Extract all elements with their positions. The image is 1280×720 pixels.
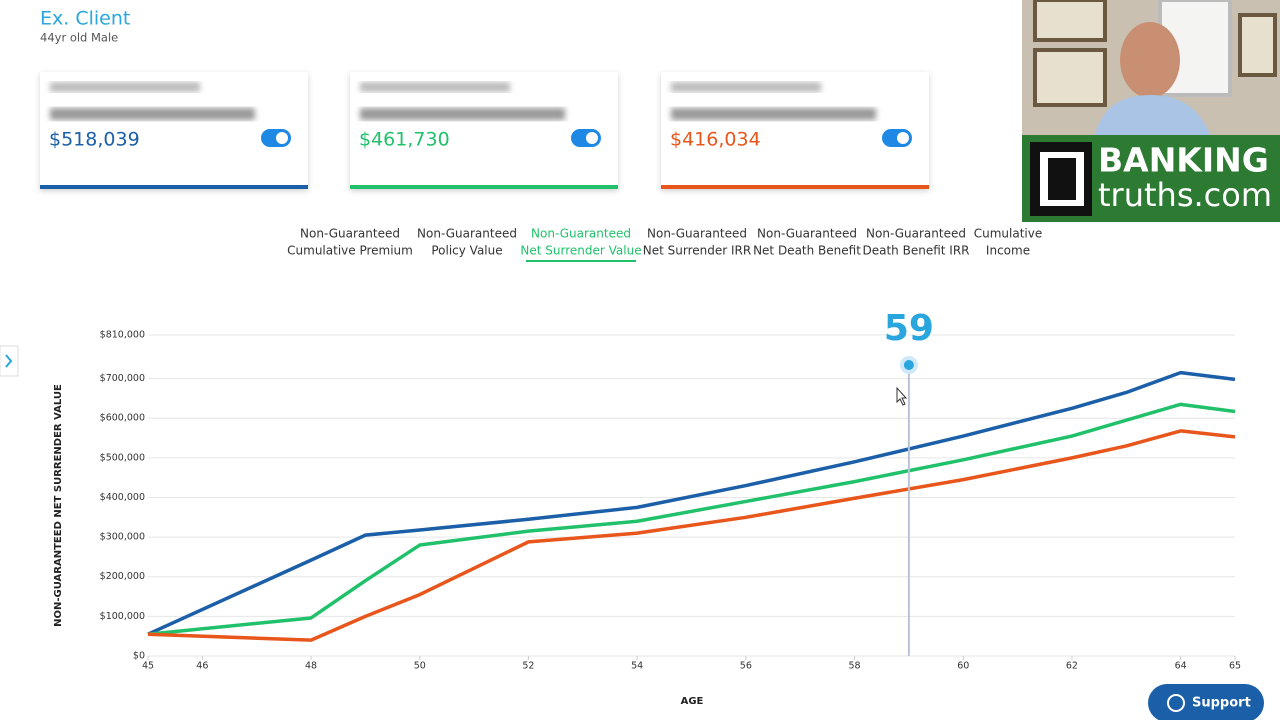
series-line	[147, 429, 1236, 642]
x-tick-label: 46	[196, 661, 208, 672]
y-tick-label: $600,000	[100, 413, 145, 424]
tab-label: Cumulative Premium	[287, 244, 413, 258]
tab-label: Non-Guaranteed	[300, 227, 400, 241]
support-label: Support	[1192, 696, 1251, 711]
tab-label: Death Benefit IRR	[863, 244, 970, 258]
brand-line2: truths.com	[1098, 176, 1272, 214]
card-value: $416,034	[670, 129, 761, 151]
toggle-knob	[586, 132, 598, 144]
hover-dot	[903, 360, 914, 370]
shirt	[1095, 95, 1210, 135]
tab-label: Non-Guaranteed	[417, 227, 517, 241]
tab-label: Net Death Benefit	[753, 244, 861, 258]
y-tick-label: $400,000	[100, 492, 145, 503]
y-tick-label: $200,000	[100, 571, 145, 582]
tab-label: Cumulative	[974, 227, 1043, 241]
side-arrow	[5, 354, 13, 368]
toggle-knob	[276, 132, 288, 144]
card-blur-line	[671, 108, 876, 120]
frame	[1033, 0, 1107, 42]
card-blur-line	[360, 82, 510, 92]
y-axis-label: NON-GUARANTEED NET SURRENDER VALUE	[53, 384, 64, 627]
card-underline	[661, 185, 929, 189]
tab-label: Income	[986, 244, 1030, 258]
tab-label: Non-Guaranteed	[757, 227, 857, 241]
y-tick-label: $500,000	[100, 452, 145, 463]
tab-label: Net Surrender IRR	[643, 244, 751, 258]
card-blur-line	[50, 82, 200, 92]
x-tick-label: 52	[522, 661, 534, 672]
y-tick-label: $0	[133, 651, 145, 662]
series-line	[147, 402, 1236, 636]
card-blur-line	[50, 108, 255, 120]
frame	[1238, 13, 1277, 77]
x-axis-label: AGE	[681, 696, 704, 707]
x-tick-label: 64	[1175, 661, 1187, 672]
tab-label: Non-Guaranteed	[531, 227, 631, 241]
card-underline	[40, 185, 308, 189]
tab-label: Non-Guaranteed	[647, 227, 747, 241]
hover-label: 59	[884, 308, 934, 349]
safe-inner	[1048, 158, 1076, 200]
tab-label: Non-Guaranteed	[866, 227, 966, 241]
x-tick-label: 56	[740, 661, 752, 672]
side-toggle[interactable]	[0, 345, 19, 377]
cursor	[896, 386, 908, 406]
card-blur-line	[671, 82, 821, 92]
y-tick-label: $810,000	[100, 330, 145, 341]
brand-line1: BANKING	[1098, 141, 1269, 180]
y-tick-label: $100,000	[100, 611, 145, 622]
x-tick-label: 58	[849, 661, 861, 672]
help-icon	[1167, 694, 1185, 712]
x-tick-label: 54	[631, 661, 643, 672]
card-value: $461,730	[359, 129, 450, 151]
tab-underline	[526, 260, 636, 262]
y-tick-label: $300,000	[100, 532, 145, 543]
x-tick-label: 60	[957, 661, 969, 672]
webcam: BANKING truths.com	[1022, 0, 1280, 222]
x-tick-label: 48	[305, 661, 317, 672]
x-tick-label: 62	[1066, 661, 1078, 672]
toggle-knob	[897, 132, 909, 144]
client-name: Ex. Client	[40, 8, 130, 30]
card-blur-line	[360, 108, 565, 120]
card-value: $518,039	[49, 129, 140, 151]
card-underline	[350, 185, 618, 189]
x-tick-label: 45	[142, 661, 154, 672]
client-desc: 44yr old Male	[40, 31, 118, 45]
frame	[1033, 48, 1107, 107]
y-tick-label: $700,000	[100, 373, 145, 384]
x-tick-label: 50	[414, 661, 426, 672]
tab-label: Policy Value	[431, 244, 502, 258]
x-tick-label: 65	[1229, 661, 1241, 672]
tab-label: Net Surrender Value	[520, 244, 641, 258]
series-line	[147, 370, 1236, 636]
face	[1120, 22, 1180, 98]
